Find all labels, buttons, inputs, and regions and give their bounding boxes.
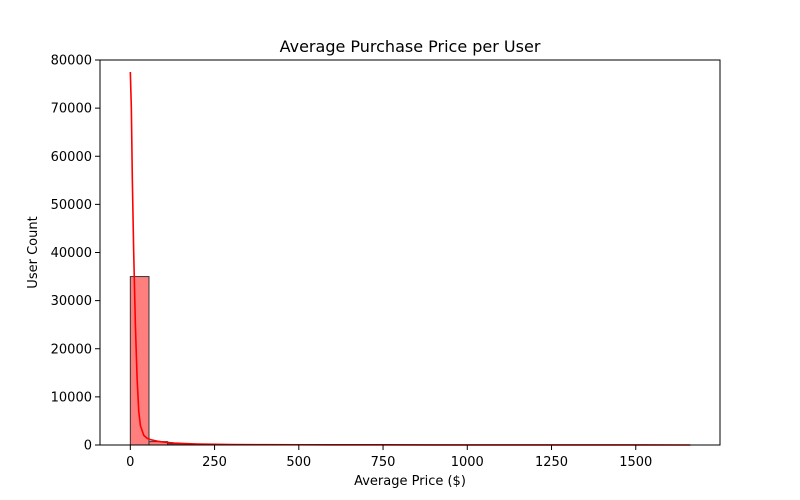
y-tick-label: 50000 (51, 198, 92, 213)
y-axis-label: User Count (26, 216, 41, 288)
x-axis-ticks: 0 250 500 750 1000 1250 1500 (126, 445, 652, 470)
y-tick-label: 40000 (51, 246, 92, 261)
kde-curve (129, 72, 691, 446)
x-axis-label: Average Price ($) (354, 474, 466, 489)
y-tick-label: 0 (84, 439, 92, 454)
chart-title: Average Purchase Price per User (280, 37, 541, 56)
y-tick-label: 20000 (51, 342, 92, 357)
y-tick-label: 80000 (51, 54, 92, 69)
x-tick-label: 1000 (451, 455, 484, 470)
x-tick-label: 1250 (535, 455, 568, 470)
y-tick-label: 30000 (51, 294, 92, 309)
bars-layer (129, 276, 691, 446)
kde-layer (129, 72, 691, 446)
x-tick-label: 1500 (619, 455, 652, 470)
x-tick-label: 250 (202, 455, 227, 470)
x-tick-label: 500 (286, 455, 311, 470)
y-tick-label: 70000 (51, 102, 92, 117)
plot-area-frame (99, 59, 721, 446)
y-tick-label: 60000 (51, 150, 92, 165)
x-tick-label: 0 (126, 455, 134, 470)
x-tick-label: 750 (371, 455, 396, 470)
y-tick-label: 10000 (51, 390, 92, 405)
y-axis-ticks: 0 10000 20000 30000 40000 50000 60000 70000 8000… (51, 54, 100, 454)
